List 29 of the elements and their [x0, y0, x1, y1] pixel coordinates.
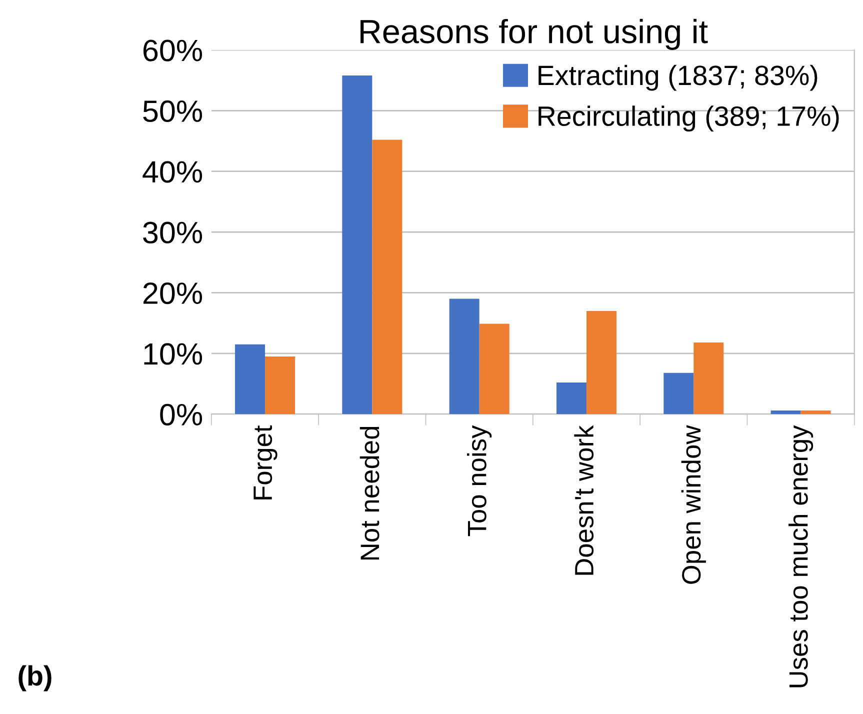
bar [586, 310, 616, 414]
legend-label: Extracting (1837; 83%) [538, 64, 818, 91]
x-tick-label: Doesn't work [574, 425, 594, 575]
bar [770, 410, 801, 414]
bar [449, 298, 480, 414]
y-tick-label: 40% [142, 161, 202, 183]
x-tick-label: Forget [254, 425, 278, 500]
chart-title: Reasons for not using it [360, 18, 708, 50]
bar [694, 342, 724, 414]
x-tick-label: Open window [681, 425, 706, 584]
y-tick-label: 0% [160, 404, 202, 426]
bar [342, 75, 372, 414]
bar [479, 324, 510, 414]
y-tick-label: 10% [144, 343, 202, 365]
legend-label: Recirculating (389; 17%) [538, 106, 839, 132]
y-tick-label: 50% [143, 100, 202, 122]
bar [372, 140, 402, 414]
bar [664, 372, 694, 414]
x-tick-label: Not needed [360, 426, 380, 560]
bar [800, 410, 831, 414]
text: (b) [18, 665, 52, 692]
y-tick-label: 30% [143, 222, 202, 244]
x-tick-label: Uses too much energy [788, 425, 814, 688]
bar [265, 356, 296, 414]
bar [556, 382, 586, 414]
bar [235, 344, 266, 414]
x-tick-label: Too noisy [467, 425, 492, 536]
y-tick-label: 20% [143, 282, 202, 304]
y-tick-label: 60% [144, 40, 202, 62]
